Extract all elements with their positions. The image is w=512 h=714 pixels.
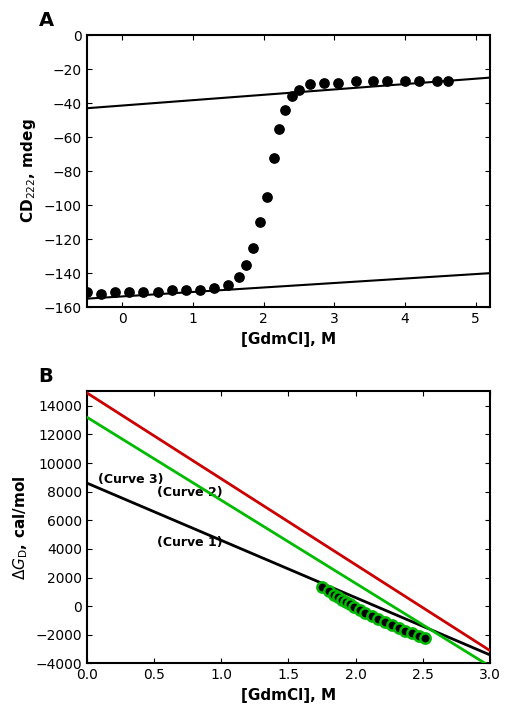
Point (334, 77, 342, 89)
Point (394, 622, 402, 633)
Point (196, 284, 204, 296)
Point (210, 283, 218, 294)
Point (224, 279, 232, 291)
Point (334, 592, 342, 603)
Point (433, 75, 441, 86)
Point (346, 598, 354, 610)
Point (319, 77, 328, 89)
Point (270, 152, 279, 164)
Point (125, 286, 134, 298)
Point (368, 610, 376, 622)
Point (374, 613, 382, 625)
Y-axis label: $\Delta G_\mathrm{D}$, cal/mol: $\Delta G_\mathrm{D}$, cal/mol (11, 476, 30, 580)
Point (97, 288, 105, 299)
Point (167, 284, 176, 296)
Point (443, 75, 452, 86)
Text: B: B (38, 367, 53, 386)
Text: (Curve 3): (Curve 3) (98, 473, 163, 486)
Point (369, 75, 377, 86)
Point (182, 284, 190, 296)
Point (330, 589, 338, 600)
Point (306, 79, 314, 90)
Point (139, 286, 147, 298)
Point (295, 84, 303, 95)
Y-axis label: CD$_{222}$, mdeg: CD$_{222}$, mdeg (19, 119, 38, 223)
Point (355, 604, 364, 615)
Point (421, 632, 430, 643)
Point (388, 619, 396, 630)
Point (263, 191, 271, 202)
Point (111, 286, 119, 298)
Point (242, 259, 250, 271)
X-axis label: [GdmCl], M: [GdmCl], M (241, 688, 336, 703)
Point (401, 75, 409, 86)
Point (350, 601, 358, 613)
Text: (Curve 2): (Curve 2) (157, 486, 222, 499)
Point (381, 616, 389, 628)
Point (415, 630, 423, 641)
Point (83, 286, 91, 298)
Point (383, 75, 392, 86)
Point (342, 596, 350, 608)
Point (275, 123, 283, 134)
Point (325, 585, 333, 597)
X-axis label: [GdmCl], M: [GdmCl], M (241, 331, 336, 346)
Point (281, 104, 289, 116)
Point (256, 216, 264, 228)
Point (401, 625, 410, 636)
Point (249, 242, 257, 253)
Text: (Curve 1): (Curve 1) (157, 536, 222, 549)
Point (338, 594, 346, 605)
Point (154, 286, 162, 298)
Point (288, 91, 296, 102)
Point (352, 75, 360, 86)
Point (235, 271, 243, 282)
Text: A: A (38, 11, 54, 30)
Point (408, 628, 416, 639)
Point (318, 581, 326, 593)
Point (361, 607, 369, 618)
Point (415, 75, 423, 86)
